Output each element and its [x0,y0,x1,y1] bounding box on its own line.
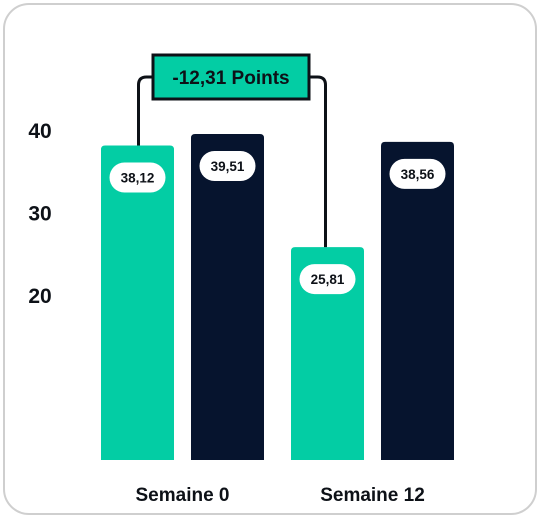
bars [101,134,454,461]
y-tick-label: 20 [28,285,51,308]
annotation-box [151,53,311,101]
bar-series2-semaine-12 [381,141,454,460]
annotation-bracket [137,75,327,248]
y-tick-label: 30 [28,203,51,226]
y-axis: 20 30 40 [28,120,51,308]
category-label: Semaine 0 [136,485,230,506]
y-tick-label: 40 [28,120,51,143]
data-label: 38,56 [401,167,435,182]
data-label: 25,81 [311,272,345,287]
category-label: Semaine 12 [320,485,425,506]
bar-series1-semaine-12 [291,247,364,460]
data-labels: 38,12 25,81 39,51 38,56 [109,151,446,295]
x-axis: Semaine 0 Semaine 12 [136,485,425,506]
data-label-pill [109,162,166,193]
difference-annotation: -12,31 Points [137,53,327,248]
data-label-pill [299,264,356,295]
data-label-pill [389,158,446,189]
bar-series1-semaine-0 [101,145,174,460]
bar-series2-semaine-0 [191,134,264,461]
data-label: 38,12 [121,171,155,186]
annotation-text: -12,31 Points [172,68,289,89]
data-label: 39,51 [211,159,245,174]
data-label-pill [199,151,256,182]
